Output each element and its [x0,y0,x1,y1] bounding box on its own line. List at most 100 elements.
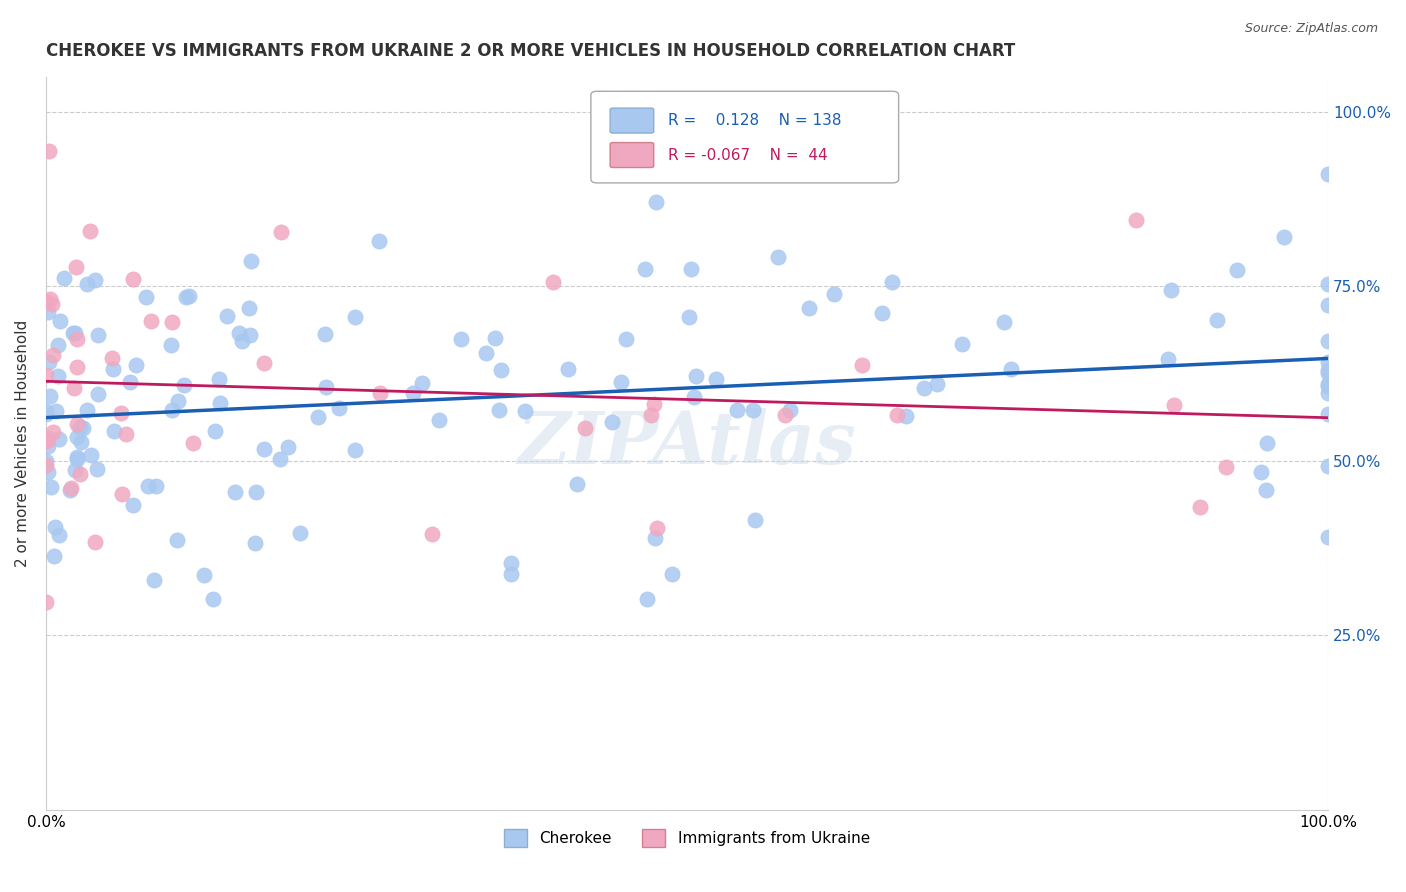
Immigrants from Ukraine [886,408,908,422]
Cherokee [45,404,67,418]
Cherokee [683,390,706,404]
Cherokee [37,465,59,479]
Cherokee [475,346,498,360]
Cherokee [39,479,62,493]
Cherokee [243,535,266,549]
Cherokee [489,363,512,377]
Cherokee [742,402,765,417]
Cherokee [610,375,633,389]
Immigrants from Ukraine [574,421,596,435]
Cherokee [208,396,231,410]
Cherokee [307,410,329,425]
Immigrants from Ukraine [181,436,204,450]
Cherokee [488,403,510,417]
Cherokee [217,310,239,324]
Immigrants from Ukraine [38,293,60,307]
Cherokee [1226,263,1249,277]
Cherokee [35,403,58,417]
Immigrants from Ukraine [42,347,65,361]
Cherokee [65,452,87,467]
Cherokee [567,477,589,491]
Cherokee [912,380,935,394]
Cherokee [1160,284,1182,298]
Cherokee [450,332,472,346]
Cherokee [124,358,146,372]
Cherokee [427,412,450,426]
Cherokee [240,254,263,268]
Immigrants from Ukraine [368,385,391,400]
Immigrants from Ukraine [65,260,87,274]
Cherokee [645,195,668,210]
Cherokee [634,262,657,277]
Immigrants from Ukraine [35,368,58,383]
Cherokee [66,430,89,444]
Cherokee [48,313,70,327]
Legend: Cherokee, Immigrants from Ukraine: Cherokee, Immigrants from Ukraine [498,822,876,854]
Cherokee [86,462,108,476]
Cherokee [1317,167,1340,181]
Cherokee [37,439,59,453]
Cherokee [636,592,658,607]
Cherokee [101,361,124,376]
Cherokee [224,484,246,499]
Immigrants from Ukraine [35,458,58,472]
Immigrants from Ukraine [37,430,59,444]
Cherokee [402,386,425,401]
Cherokee [135,290,157,304]
Cherokee [160,402,183,417]
Immigrants from Ukraine [253,356,276,370]
Cherokee [76,277,98,292]
Cherokee [411,376,433,391]
Cherokee [513,404,536,418]
Immigrants from Ukraine [1188,500,1211,515]
Cherokee [1317,277,1340,291]
Cherokee [314,326,336,341]
Cherokee [685,368,707,383]
Cherokee [614,332,637,346]
Cherokee [87,386,110,401]
Text: Source: ZipAtlas.com: Source: ZipAtlas.com [1244,22,1378,36]
Cherokee [1317,334,1340,349]
Cherokee [725,403,748,417]
Immigrants from Ukraine [59,481,82,495]
Cherokee [59,483,82,497]
Cherokee [238,301,260,315]
Immigrants from Ukraine [643,397,665,411]
Cherokee [53,271,76,285]
Cherokee [72,421,94,435]
Cherokee [1317,459,1340,474]
Cherokee [823,287,845,301]
Cherokee [1317,379,1340,393]
Immigrants from Ukraine [79,224,101,238]
Cherokee [103,424,125,438]
Immigrants from Ukraine [35,434,58,448]
FancyBboxPatch shape [610,108,654,133]
Cherokee [557,361,579,376]
Cherokee [87,328,110,343]
Text: R =    0.128    N = 138: R = 0.128 N = 138 [668,113,841,128]
Cherokee [1157,351,1180,366]
Immigrants from Ukraine [84,534,107,549]
FancyBboxPatch shape [610,143,654,168]
Cherokee [678,310,700,325]
Immigrants from Ukraine [38,144,60,158]
Y-axis label: 2 or more Vehicles in Household: 2 or more Vehicles in Household [15,319,30,566]
Cherokee [1317,376,1340,391]
Cherokee [499,557,522,571]
Cherokee [62,326,84,340]
Immigrants from Ukraine [35,595,58,609]
Cherokee [204,424,226,438]
Immigrants from Ukraine [111,487,134,501]
Cherokee [744,513,766,527]
Cherokee [269,452,291,467]
Cherokee [1254,483,1277,497]
Cherokee [1317,355,1340,369]
Cherokee [894,409,917,424]
Cherokee [179,288,201,302]
Cherokee [76,402,98,417]
Immigrants from Ukraine [66,417,89,431]
Cherokee [1317,530,1340,544]
Cherokee [1317,363,1340,377]
Immigrants from Ukraine [1163,398,1185,412]
Immigrants from Ukraine [42,425,65,439]
